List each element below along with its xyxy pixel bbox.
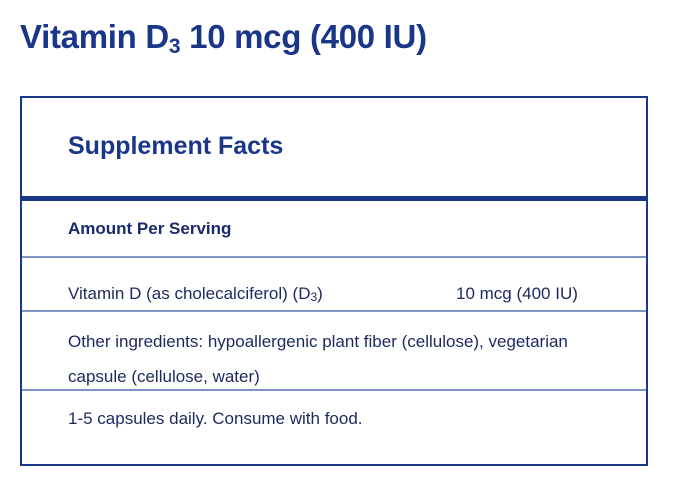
- title-text-rest: 10 mcg (400 IU): [180, 18, 427, 55]
- other-ingredients: Other ingredients: hypoallergenic plant …: [68, 332, 568, 386]
- nutrient-name-text: Vitamin D (as cholecalciferol) (D: [68, 284, 311, 303]
- directions-row: 1-5 capsules daily. Consume with food.: [22, 391, 646, 461]
- title-subscript: 3: [168, 35, 181, 58]
- page-title: Vitamin D3 10 mcg (400 IU): [20, 18, 427, 59]
- facts-header: Supplement Facts: [22, 98, 646, 201]
- title-text: Vitamin D: [20, 18, 169, 55]
- other-ingredients-row: Other ingredients: hypoallergenic plant …: [22, 312, 646, 391]
- nutrient-subscript: 3: [310, 290, 318, 304]
- supplement-facts-panel: Supplement Facts Amount Per Serving Vita…: [20, 96, 648, 466]
- nutrient-amount: 10 mcg (400 IU): [456, 284, 578, 303]
- directions: 1-5 capsules daily. Consume with food.: [68, 409, 363, 428]
- facts-heading: Supplement Facts: [68, 132, 284, 160]
- nutrient-name-end: ): [317, 284, 323, 303]
- amount-label: Amount Per Serving: [68, 219, 232, 238]
- amount-per-serving-row: Amount Per Serving: [22, 201, 646, 258]
- nutrient-row: Vitamin D (as cholecalciferol) (D3) 10 m…: [22, 258, 646, 312]
- nutrient-name: Vitamin D (as cholecalciferol) (D3): [68, 284, 323, 304]
